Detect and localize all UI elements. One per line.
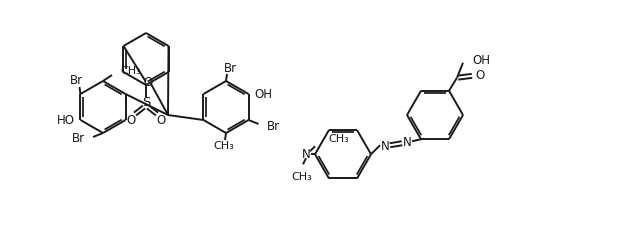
Text: O: O	[476, 69, 484, 82]
Text: Br: Br	[266, 120, 280, 133]
Text: CH₃: CH₃	[292, 172, 312, 182]
Text: Br: Br	[70, 75, 83, 88]
Text: Br: Br	[223, 62, 237, 75]
Text: HO: HO	[56, 113, 74, 127]
Text: OH: OH	[255, 88, 273, 100]
Text: CH₃: CH₃	[328, 134, 349, 144]
Text: OH: OH	[472, 54, 490, 67]
Text: N: N	[381, 140, 389, 153]
Text: N: N	[403, 136, 412, 149]
Text: N: N	[301, 148, 310, 161]
Text: S: S	[142, 96, 150, 110]
Text: CH₃: CH₃	[214, 141, 234, 151]
Text: Br: Br	[72, 133, 85, 145]
Text: O: O	[126, 113, 136, 127]
Text: O: O	[156, 113, 166, 127]
Text: CH₃: CH₃	[120, 66, 141, 76]
Text: O: O	[143, 76, 152, 89]
